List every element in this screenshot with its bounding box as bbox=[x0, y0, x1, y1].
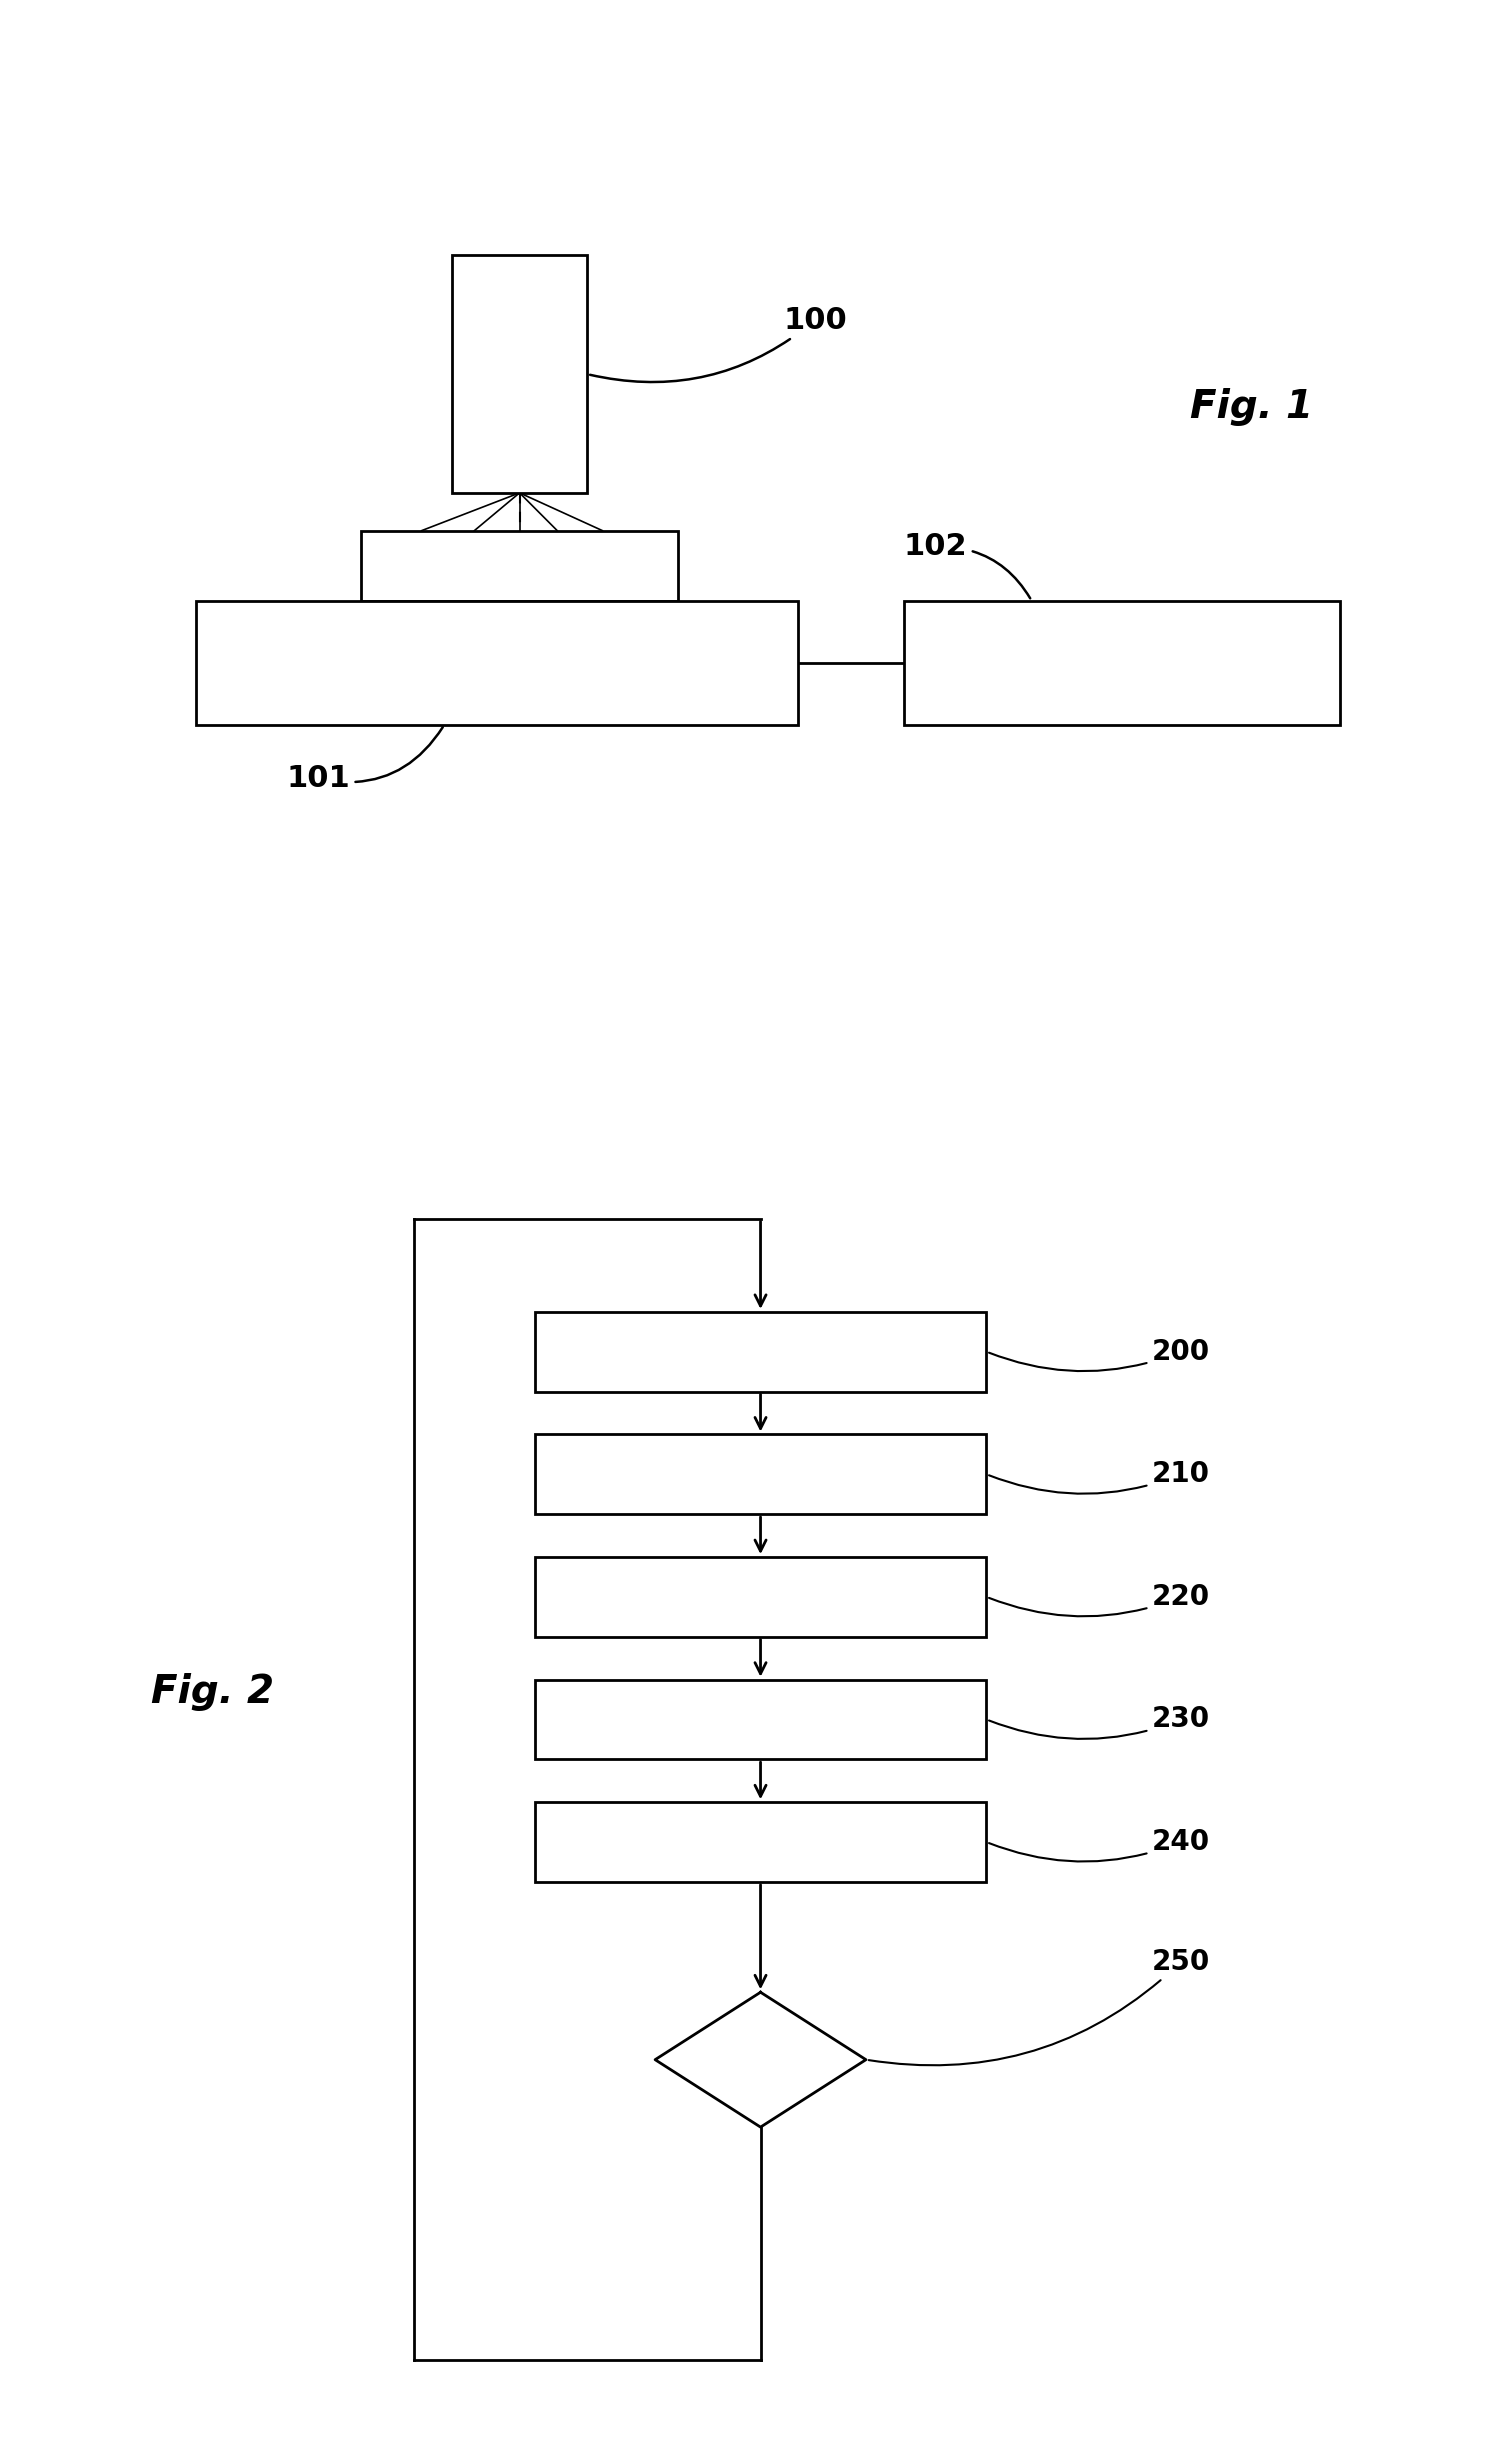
Polygon shape bbox=[655, 1991, 866, 2126]
Text: 220: 220 bbox=[989, 1584, 1211, 1616]
Text: 250: 250 bbox=[869, 1947, 1211, 2065]
Text: 230: 230 bbox=[989, 1707, 1211, 1738]
Bar bbox=[535, 1312, 986, 1390]
Text: 210: 210 bbox=[989, 1461, 1211, 1493]
Text: Fig. 1: Fig. 1 bbox=[1190, 387, 1313, 427]
Text: 102: 102 bbox=[904, 532, 1030, 598]
Bar bbox=[196, 601, 798, 726]
Bar bbox=[904, 601, 1340, 726]
Bar bbox=[535, 1802, 986, 1883]
Text: 101: 101 bbox=[286, 728, 443, 794]
Text: 200: 200 bbox=[989, 1339, 1211, 1371]
Bar bbox=[361, 530, 678, 601]
Text: 240: 240 bbox=[989, 1829, 1211, 1861]
Text: 100: 100 bbox=[590, 306, 846, 383]
Bar bbox=[452, 255, 587, 493]
Bar bbox=[535, 1680, 986, 1761]
Bar bbox=[535, 1557, 986, 1638]
Bar bbox=[535, 1434, 986, 1513]
Text: Fig. 2: Fig. 2 bbox=[151, 1672, 274, 1711]
